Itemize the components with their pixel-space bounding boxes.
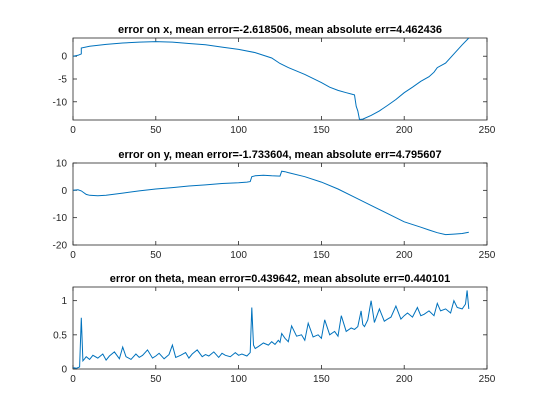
x-tick-label: 250 [479, 125, 496, 136]
x-tick-label: 150 [313, 125, 330, 136]
subplot-title: error on theta, mean error=0.439642, mea… [110, 273, 451, 285]
series-line [73, 170, 469, 236]
x-tick-label: 0 [70, 374, 76, 385]
y-tick-label: 10 [56, 159, 68, 170]
y-tick-label: 0 [61, 365, 67, 376]
series-line [73, 290, 470, 369]
x-tick-label: 200 [396, 374, 413, 385]
x-tick-label: 50 [150, 125, 162, 136]
y-tick-label: 1 [61, 296, 67, 307]
x-tick-label: 0 [70, 125, 76, 136]
y-tick-label: -20 [53, 241, 68, 252]
y-tick-label: 0 [61, 186, 67, 197]
series-line [73, 38, 470, 120]
x-tick-label: 100 [230, 250, 247, 261]
x-tick-label: 50 [150, 250, 162, 261]
plot-area [72, 162, 488, 246]
subplot-3: error on theta, mean error=0.439642, mea… [53, 273, 496, 385]
x-tick-label: 50 [150, 374, 162, 385]
y-tick-label: 0.5 [53, 330, 67, 341]
y-tick-label: -5 [58, 75, 67, 86]
subplot-2: error on y, mean error=-1.733604, mean a… [53, 149, 496, 261]
subplot-title: error on y, mean error=-1.733604, mean a… [118, 149, 441, 161]
x-tick-label: 100 [230, 125, 247, 136]
x-tick-label: 100 [230, 374, 247, 385]
x-tick-label: 150 [313, 374, 330, 385]
subplot-title: error on x, mean error=-2.618506, mean a… [118, 24, 442, 36]
subplot-1: error on x, mean error=-2.618506, mean a… [53, 24, 496, 136]
y-tick-label: -10 [53, 97, 68, 108]
x-tick-label: 150 [313, 250, 330, 261]
y-tick-label: 0 [61, 52, 67, 63]
x-tick-label: 200 [396, 250, 413, 261]
plot-area [72, 37, 488, 121]
x-tick-label: 250 [479, 374, 496, 385]
y-tick-label: -10 [53, 213, 68, 224]
x-tick-label: 0 [70, 250, 76, 261]
plot-area [72, 286, 488, 370]
x-tick-label: 250 [479, 250, 496, 261]
x-tick-label: 200 [396, 125, 413, 136]
